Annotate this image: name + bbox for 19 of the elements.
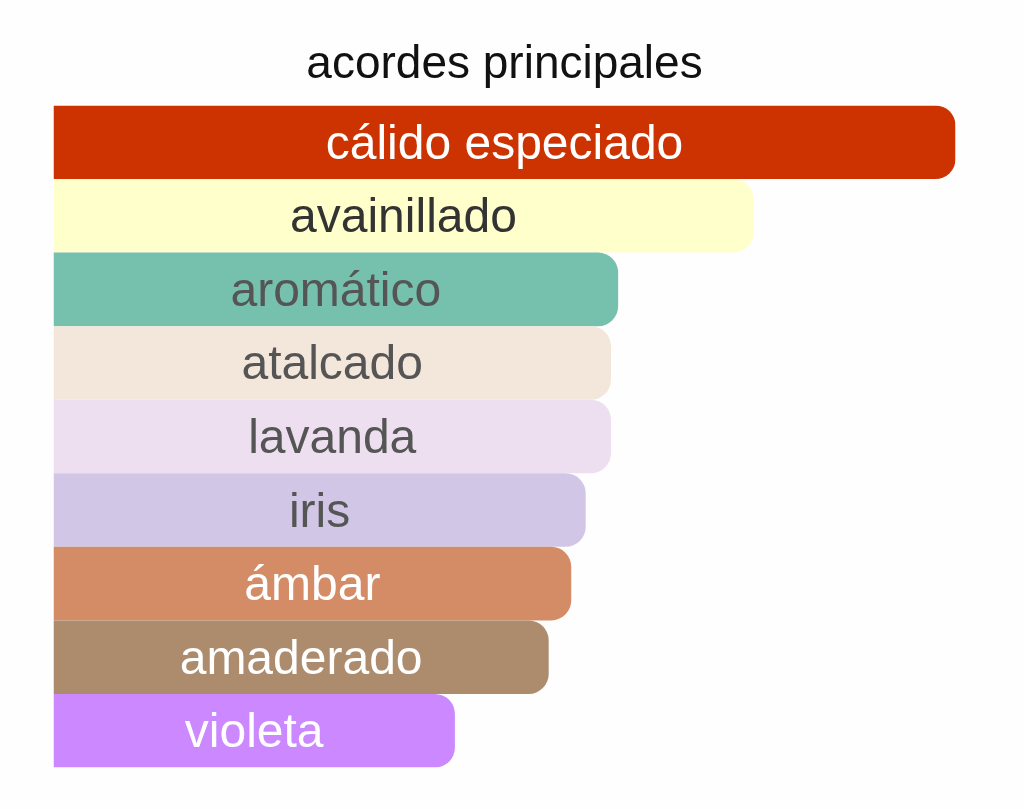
bar — [53, 399, 611, 474]
y-tick-label: violeta — [184, 704, 324, 758]
bar — [53, 693, 455, 768]
y-tick-label: aromático — [230, 262, 442, 316]
y-tick-label: amaderado — [179, 630, 423, 684]
bar — [53, 105, 956, 180]
bar — [53, 546, 572, 621]
bar — [53, 620, 549, 694]
bar — [53, 252, 619, 327]
y-tick-label: iris — [288, 483, 351, 537]
bar — [53, 473, 586, 547]
y-tick-label: ámbar — [244, 557, 381, 611]
y-tick-label: lavanda — [248, 410, 417, 463]
bar — [53, 179, 754, 253]
y-tick-label: atalcado — [241, 336, 423, 390]
bar — [53, 326, 611, 400]
y-tick-label: cálido especiado — [325, 115, 684, 169]
y-tick-label: avainillado — [290, 189, 517, 243]
chart-title: acordes principales — [306, 35, 703, 88]
